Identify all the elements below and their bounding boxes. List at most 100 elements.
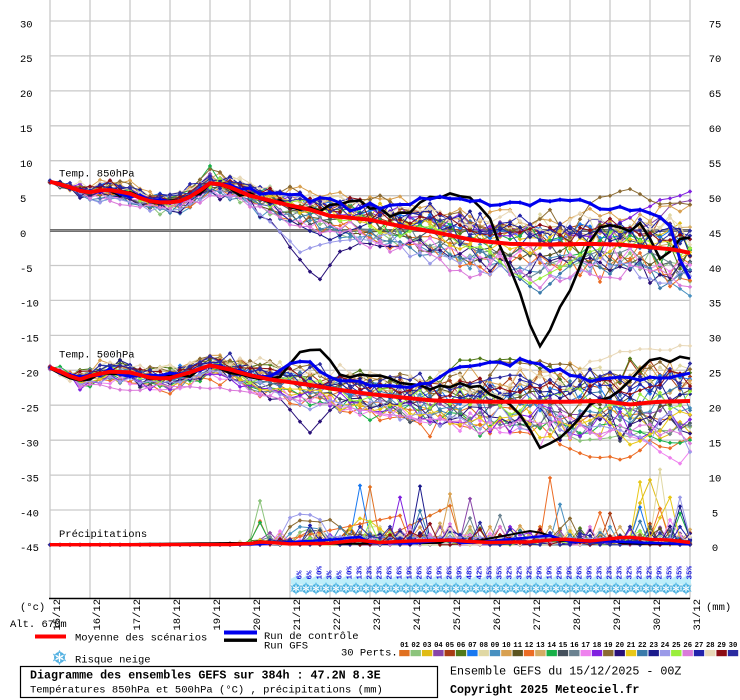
svg-text:65: 65: [709, 89, 722, 101]
svg-text:06: 06: [457, 642, 466, 650]
svg-text:3%: 3%: [327, 570, 335, 580]
svg-text:23%: 23%: [617, 565, 625, 579]
svg-text:26%: 26%: [427, 565, 435, 579]
svg-text:23%: 23%: [637, 565, 645, 579]
svg-text:10%: 10%: [317, 565, 325, 579]
svg-text:5: 5: [20, 194, 26, 206]
svg-text:35%: 35%: [677, 565, 685, 579]
svg-text:23: 23: [649, 642, 658, 650]
svg-text:32%: 32%: [517, 565, 525, 579]
svg-text:02: 02: [411, 642, 420, 650]
svg-text:Run GFS: Run GFS: [264, 641, 308, 653]
svg-text:(mm): (mm): [706, 602, 731, 614]
svg-text:6%: 6%: [307, 570, 315, 580]
svg-text:14: 14: [547, 642, 556, 650]
svg-text:Temp. 500hPa: Temp. 500hPa: [59, 350, 135, 362]
svg-text:20: 20: [709, 404, 722, 416]
svg-text:20: 20: [615, 642, 624, 650]
svg-text:50: 50: [709, 194, 722, 206]
svg-text:10%: 10%: [347, 565, 355, 579]
svg-text:32%: 32%: [647, 565, 655, 579]
svg-text:26%: 26%: [577, 565, 585, 579]
svg-text:09: 09: [491, 642, 500, 650]
svg-text:35: 35: [709, 299, 722, 311]
svg-text:16: 16: [570, 642, 579, 650]
svg-text:13%: 13%: [357, 565, 365, 579]
svg-text:-45: -45: [20, 543, 39, 555]
svg-text:03: 03: [423, 642, 432, 650]
svg-text:32%: 32%: [627, 565, 635, 579]
svg-text:-30: -30: [20, 439, 39, 451]
svg-text:40: 40: [709, 264, 722, 276]
svg-text:07: 07: [468, 642, 477, 650]
svg-text:-5: -5: [20, 264, 33, 276]
svg-text:-35: -35: [20, 473, 39, 485]
svg-text:01: 01: [400, 642, 409, 650]
svg-text:30/12: 30/12: [652, 599, 664, 631]
svg-text:27/12: 27/12: [532, 599, 544, 631]
svg-text:13: 13: [536, 642, 545, 650]
svg-text:26%: 26%: [447, 565, 455, 579]
svg-text:28: 28: [706, 642, 715, 650]
svg-text:12: 12: [525, 642, 534, 650]
svg-text:Temp. 850hPa: Temp. 850hPa: [59, 169, 135, 181]
svg-text:-10: -10: [20, 299, 39, 311]
svg-text:15/12: 15/12: [52, 599, 64, 631]
svg-text:28/12: 28/12: [572, 599, 584, 631]
svg-text:-20: -20: [20, 369, 39, 381]
svg-text:22/12: 22/12: [332, 599, 344, 631]
svg-text:42%: 42%: [477, 565, 485, 579]
svg-text:26%: 26%: [387, 565, 395, 579]
svg-text:26/12: 26/12: [492, 599, 504, 631]
svg-text:Précipitations: Précipitations: [59, 529, 147, 541]
svg-text:19%: 19%: [547, 565, 555, 579]
svg-text:Run de contrôle: Run de contrôle: [264, 631, 359, 643]
svg-text:16%: 16%: [397, 565, 405, 579]
svg-text:0: 0: [20, 229, 26, 241]
svg-text:17: 17: [581, 642, 590, 650]
svg-text:23%: 23%: [377, 565, 385, 579]
svg-text:20/12: 20/12: [252, 599, 264, 631]
svg-text:08: 08: [479, 642, 488, 650]
svg-text:23%: 23%: [367, 565, 375, 579]
svg-text:29%: 29%: [657, 565, 665, 579]
svg-text:5: 5: [712, 508, 718, 520]
svg-text:24/12: 24/12: [412, 599, 424, 631]
svg-text:Moyenne des scénarios: Moyenne des scénarios: [75, 633, 207, 645]
svg-text:29/12: 29/12: [612, 599, 624, 631]
svg-text:-15: -15: [20, 334, 39, 346]
svg-text:48%: 48%: [467, 565, 475, 579]
svg-text:75: 75: [709, 19, 722, 31]
svg-text:26: 26: [683, 642, 692, 650]
svg-text:19%: 19%: [437, 565, 445, 579]
svg-text:17/12: 17/12: [132, 599, 144, 631]
svg-text:25/12: 25/12: [452, 599, 464, 631]
svg-text:16/12: 16/12: [92, 599, 104, 631]
svg-text:10: 10: [20, 159, 33, 171]
svg-text:35%: 35%: [687, 565, 695, 579]
svg-text:29%: 29%: [537, 565, 545, 579]
svg-text:15: 15: [559, 642, 568, 650]
svg-text:23%: 23%: [607, 565, 615, 579]
svg-text:29%: 29%: [557, 565, 565, 579]
svg-text:45: 45: [709, 229, 722, 241]
svg-text:-40: -40: [20, 508, 39, 520]
svg-text:(°c): (°c): [20, 602, 45, 614]
svg-text:32%: 32%: [507, 565, 515, 579]
svg-text:0: 0: [712, 543, 718, 555]
svg-text:24: 24: [661, 642, 670, 650]
svg-text:18: 18: [593, 642, 602, 650]
svg-text:26%: 26%: [417, 565, 425, 579]
svg-text:10: 10: [709, 473, 722, 485]
svg-text:60: 60: [709, 124, 722, 136]
svg-text:25: 25: [20, 54, 33, 66]
svg-text:29%: 29%: [567, 565, 575, 579]
svg-text:10: 10: [502, 642, 511, 650]
svg-text:30 Perts.: 30 Perts.: [341, 648, 398, 660]
svg-text:18/12: 18/12: [172, 599, 184, 631]
svg-text:20: 20: [20, 89, 33, 101]
svg-text:30: 30: [709, 334, 722, 346]
svg-text:31/12: 31/12: [692, 599, 704, 631]
svg-text:6%: 6%: [337, 570, 345, 580]
svg-text:19%: 19%: [407, 565, 415, 579]
